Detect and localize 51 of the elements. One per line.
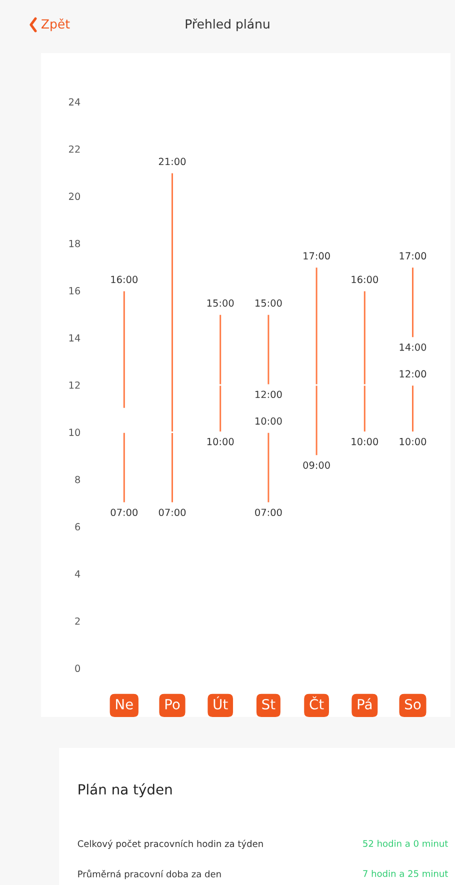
y-tick-label: 22 xyxy=(68,145,80,153)
annotation: 16:00 xyxy=(111,276,138,284)
y-tick-label: 16 xyxy=(69,287,80,294)
text: Průměrná pracovní doba za den xyxy=(78,870,221,880)
y-tick-label: 4 xyxy=(74,570,80,578)
annotation: 07:00 xyxy=(110,508,138,516)
bar xyxy=(410,266,415,338)
annotation: 10:00 xyxy=(207,438,234,446)
y-tick-label: 20 xyxy=(68,192,80,200)
annotation: 12:00 xyxy=(400,370,426,378)
y-tick-label: 6 xyxy=(75,523,80,530)
y-tick-label: 10 xyxy=(69,428,80,436)
text: 52 hodin a 0 minut xyxy=(363,840,448,847)
y-tick-label: 24 xyxy=(68,98,80,106)
chart-title: Přehled plánu xyxy=(186,18,270,32)
x-tick-label: Ne xyxy=(116,699,133,710)
annotation: 17:00 xyxy=(400,252,426,260)
bar xyxy=(410,384,415,433)
annotation: 09:00 xyxy=(303,462,330,469)
annotation: 15:00 xyxy=(207,299,234,307)
bar xyxy=(266,431,271,504)
annotation: 16:00 xyxy=(352,276,378,284)
annotation: 21:00 xyxy=(158,158,186,166)
bar xyxy=(122,290,126,410)
annotation: 14:00 xyxy=(400,344,426,351)
annotation: 07:00 xyxy=(158,508,186,516)
x-tick-label: Pá xyxy=(358,698,372,710)
y-tick-label: 12 xyxy=(69,381,80,389)
annotation: 10:00 xyxy=(400,438,426,446)
annotation: 10:00 xyxy=(256,417,282,425)
y-tick-label: 2 xyxy=(75,617,80,625)
y-tick-label: 0 xyxy=(75,664,80,672)
x-tick-label: So xyxy=(405,698,421,710)
y-tick-label: 8 xyxy=(75,476,80,484)
text: Plán na týden xyxy=(78,783,172,798)
annotation: 10:00 xyxy=(352,438,378,446)
x-tick-label: Čt xyxy=(310,696,324,710)
annotation: 15:00 xyxy=(256,299,282,307)
annotation: 12:00 xyxy=(256,390,282,398)
text: Zpět xyxy=(42,18,70,32)
text: Celkový počet pracovních hodin za týden xyxy=(78,840,263,849)
annotation: 17:00 xyxy=(304,252,330,260)
bar xyxy=(122,431,126,504)
annotation: 07:00 xyxy=(255,508,282,516)
x-tick-label: St xyxy=(262,698,276,710)
y-tick-label: 18 xyxy=(69,240,80,248)
x-tick-label: Po xyxy=(165,699,180,710)
y-tick-label: 14 xyxy=(69,334,80,342)
x-tick-label: Út xyxy=(214,696,228,710)
text: 7 hodin a 25 minut xyxy=(363,870,448,877)
bar xyxy=(266,313,271,386)
